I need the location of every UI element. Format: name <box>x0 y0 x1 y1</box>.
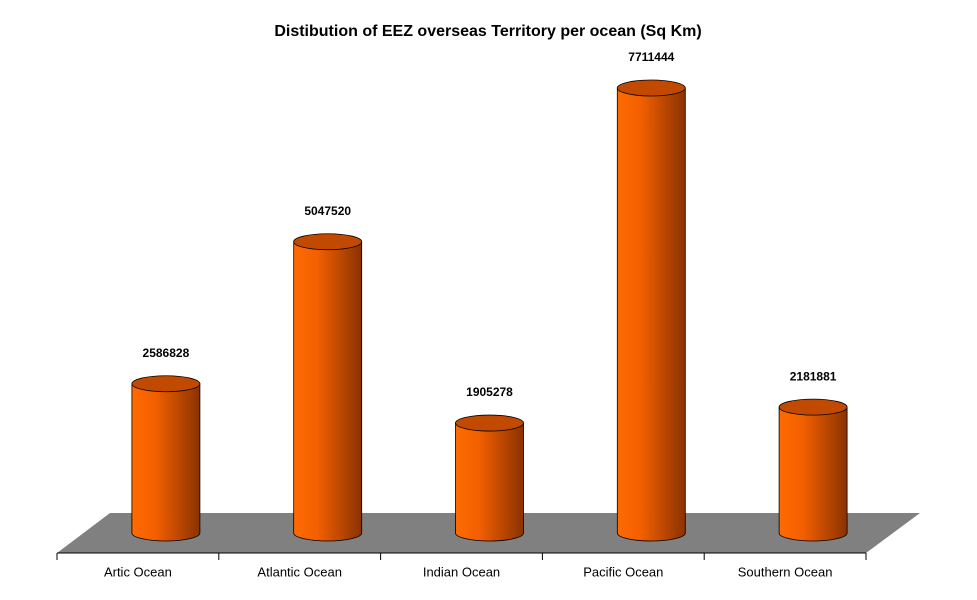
value-label: 1905278 <box>466 385 513 399</box>
bar <box>455 414 524 542</box>
cylinder-body <box>616 87 686 542</box>
value-label: 2586828 <box>143 346 190 360</box>
x-tick-label: Atlantic Ocean <box>257 564 342 579</box>
cylinder-top <box>616 79 686 97</box>
cylinder-top <box>778 398 848 416</box>
bar <box>778 398 848 542</box>
cylinder-top <box>293 233 363 251</box>
x-tick-label: Artic Ocean <box>104 564 172 579</box>
value-label: 7711444 <box>628 50 674 64</box>
cylinder-top <box>131 375 201 393</box>
x-tick-label: Pacific Ocean <box>583 564 663 579</box>
x-tick-label: Indian Ocean <box>423 564 500 579</box>
cylinder-top <box>455 414 524 432</box>
cylinder-body <box>131 383 201 542</box>
value-label: 2181881 <box>790 369 837 383</box>
bar <box>616 79 686 542</box>
bar <box>293 233 363 542</box>
bar <box>131 375 201 542</box>
cylinder-body <box>778 406 848 542</box>
value-label: 5047520 <box>304 204 351 218</box>
cylinder-body <box>293 241 363 542</box>
chart-title: Distibution of EEZ overseas Territory pe… <box>274 23 701 40</box>
cylinder-body <box>455 422 524 542</box>
x-tick-label: Southern Ocean <box>738 564 833 579</box>
